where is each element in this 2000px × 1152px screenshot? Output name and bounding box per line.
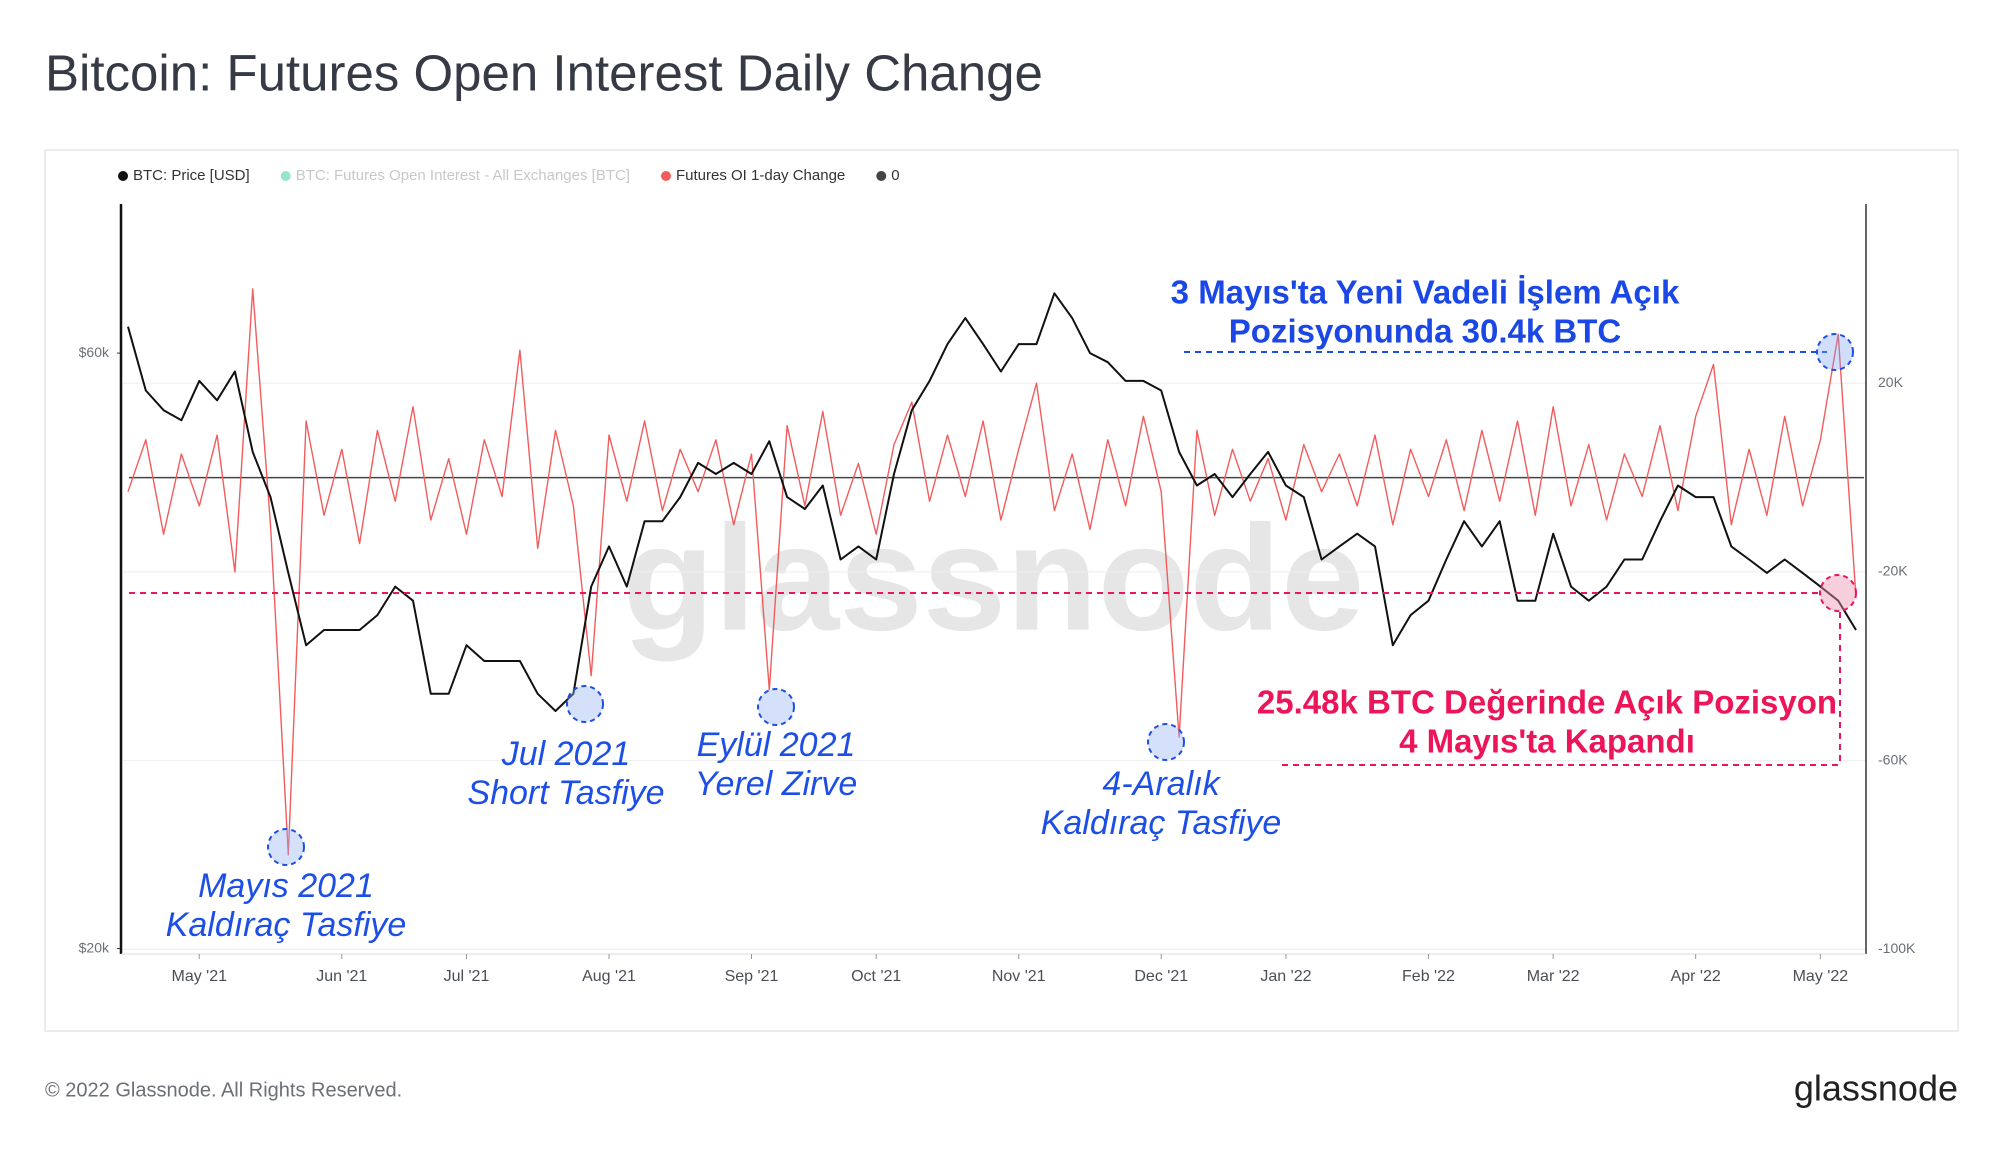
annotation-text: Eylül 2021	[697, 726, 856, 764]
annotation-circle	[267, 828, 305, 866]
annotation-circle	[757, 688, 795, 726]
annotation-circle	[1147, 723, 1185, 761]
annotation-circle	[566, 685, 604, 723]
page-title: Bitcoin: Futures Open Interest Daily Cha…	[45, 44, 1043, 101]
y2-tick-label: -20K	[1878, 563, 1908, 579]
chart-frame	[44, 149, 1959, 1032]
x-tick-label: Jun '21	[316, 968, 367, 985]
annotation-circle	[1819, 574, 1857, 612]
legend-marker	[661, 171, 671, 181]
legend-label: 0	[891, 167, 899, 184]
y-tick-label: $60k	[79, 344, 110, 360]
annotation-text: 3 Mayıs'ta Yeni Vadeli İşlem Açık	[1171, 274, 1680, 311]
legend-marker	[876, 171, 887, 181]
legend-label: Futures OI 1-day Change	[676, 167, 845, 184]
annotation-text: 4-Aralık	[1102, 765, 1221, 803]
y-tick-label: $20k	[79, 939, 110, 955]
copyright: © 2022 Glassnode. All Rights Reserved.	[45, 1079, 402, 1101]
x-tick-label: Aug '21	[582, 968, 636, 985]
annotation-text: Kaldıraç Tasfiye	[1041, 804, 1282, 842]
x-tick-label: Feb '22	[1402, 968, 1455, 985]
y2-tick-label: -60K	[1878, 751, 1908, 767]
x-tick-label: Dec '21	[1134, 968, 1188, 985]
x-tick-label: Mar '22	[1527, 968, 1580, 985]
series-line	[127, 288, 1857, 856]
legend-label: BTC: Price [USD]	[133, 167, 250, 184]
x-tick-label: Jul '21	[444, 968, 490, 985]
annotation-text: Yerel Zirve	[695, 765, 858, 803]
legend: BTC: Price [USD] BTC: Futures Open Intere…	[118, 167, 900, 184]
annotation-text: Short Tasfiye	[467, 774, 664, 812]
annotation-text: Pozisyonunda 30.4k BTC	[1229, 313, 1621, 350]
series-line	[127, 292, 1857, 712]
y2-tick-label: 20K	[1878, 374, 1904, 390]
x-tick-label: Jan '22	[1260, 968, 1311, 985]
annotation-text: 4 Mayıs'ta Kapandı	[1399, 723, 1695, 760]
legend-marker	[118, 171, 128, 181]
x-tick-label: Apr '22	[1671, 968, 1721, 985]
watermark: glassnode	[623, 494, 1365, 662]
legend-marker	[280, 171, 291, 181]
x-tick-label: May '21	[171, 968, 227, 985]
annotation-circle	[1816, 333, 1854, 371]
annotation-text: 25.48k BTC Değerinde Açık Pozisyon	[1257, 684, 1837, 721]
logo: glassnode	[1794, 1068, 1958, 1109]
legend-label: BTC: Futures Open Interest - All Exchang…	[296, 167, 630, 184]
y2-tick-label: -100K	[1878, 940, 1916, 956]
annotation-text: Jul 2021	[501, 735, 631, 773]
x-tick-label: May '22	[1793, 968, 1849, 985]
annotation-text: Mayıs 2021	[198, 867, 374, 905]
x-tick-label: Sep '21	[725, 968, 779, 985]
annotation-text: Kaldıraç Tasfiye	[166, 906, 407, 944]
x-tick-label: Nov '21	[992, 968, 1046, 985]
x-tick-label: Oct '21	[851, 968, 901, 985]
